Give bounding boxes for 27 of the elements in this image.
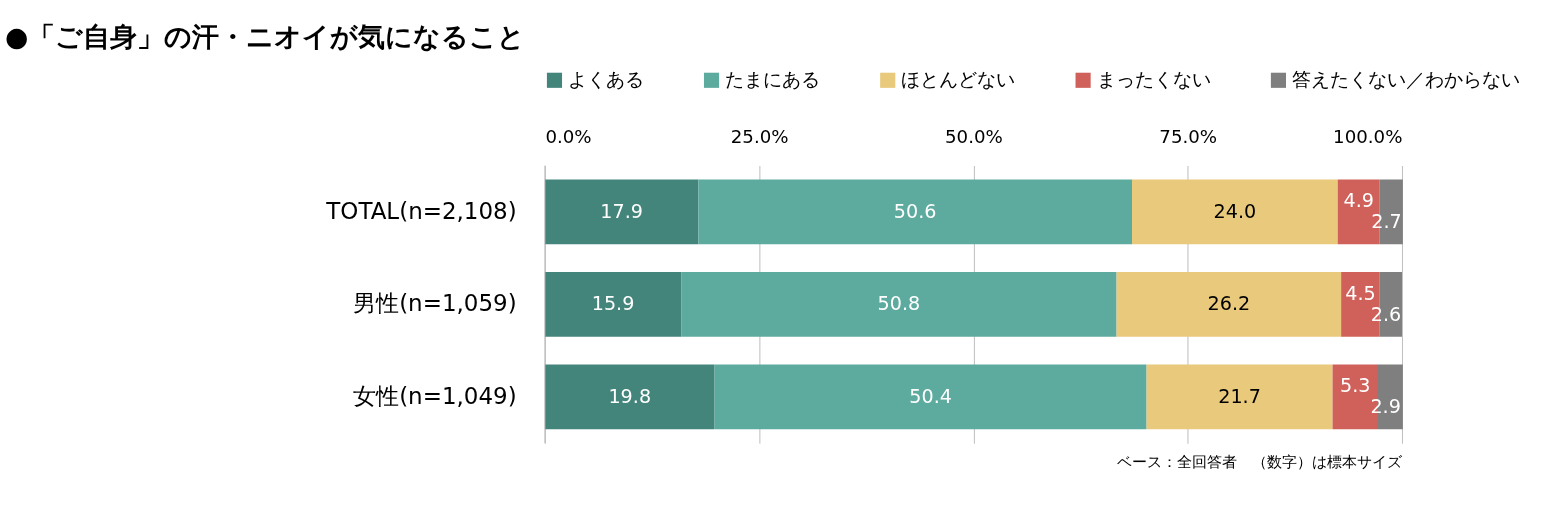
x-tick-label: 50.0% (945, 126, 1003, 148)
data-label: 26.2 (1207, 292, 1251, 316)
data-label: 21.7 (1218, 384, 1261, 408)
x-tick-label: 0.0% (545, 126, 592, 148)
x-tick-label: 25.0% (730, 126, 789, 148)
legend-label: たまにある (724, 68, 820, 92)
legend-label: まったくない (1096, 68, 1211, 92)
data-label: 24.0 (1213, 199, 1257, 223)
data-label: 50.6 (893, 199, 937, 223)
text: ベース：全回答者 （数字）は標本サイズ (1116, 453, 1403, 472)
data-label: 4.9 (1343, 189, 1374, 213)
legend-label: よくある (567, 68, 644, 92)
y-tick-label: TOTAL(n=2,108) (325, 197, 517, 224)
y-tick-label: 女性(n=1,049) (353, 382, 517, 409)
data-label: 5.3 (1340, 374, 1371, 398)
legend-label: ほとんどない (901, 68, 1016, 92)
data-label: 50.8 (877, 292, 921, 316)
data-label: 4.5 (1345, 281, 1376, 305)
text: ●「ご自身」の汗・ニオイが気になること (4, 20, 526, 52)
data-label: 17.9 (600, 199, 643, 223)
y-tick-label: 男性(n=1,059) (353, 290, 517, 317)
data-label: 15.9 (591, 292, 635, 316)
data-label: 19.8 (608, 384, 652, 408)
x-tick-label: 75.0% (1159, 126, 1218, 148)
x-tick-label: 100.0% (1333, 126, 1403, 148)
data-label: 50.4 (909, 384, 952, 408)
legend-label: 答えたくない／わからない (1291, 68, 1520, 92)
